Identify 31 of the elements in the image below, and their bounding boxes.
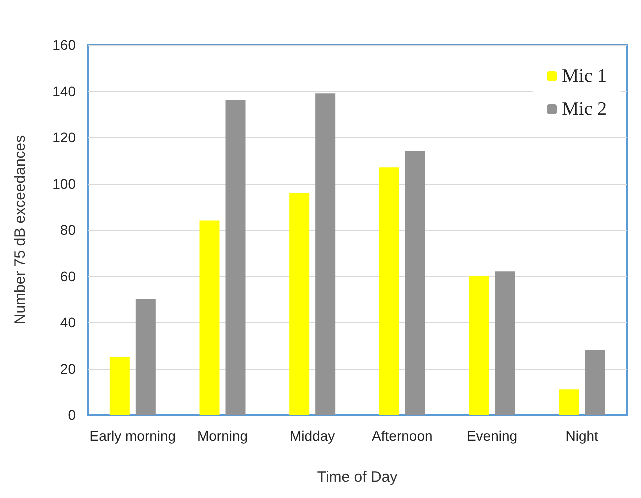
y-axis-title: Number 75 dB exceedances (12, 135, 29, 325)
y-tick-label: 20 (60, 360, 76, 377)
x-tick-label: Morning (197, 428, 248, 444)
legend-label: Mic 1 (562, 66, 608, 87)
x-tick-label: Night (566, 428, 599, 444)
y-tick-label: 0 (68, 407, 76, 423)
y-tick-label: 40 (60, 314, 76, 330)
y-tick-label: 80 (60, 222, 76, 238)
bar (290, 193, 310, 415)
y-tick-label: 60 (60, 268, 76, 284)
bar (379, 168, 400, 415)
bar (200, 220, 220, 415)
bar (469, 276, 490, 415)
y-tick-label: 160 (52, 37, 76, 53)
y-tick-label: 120 (52, 130, 76, 146)
bar (559, 390, 580, 415)
bar (585, 350, 606, 415)
bar (110, 357, 130, 415)
x-tick-label: Afternoon (372, 428, 433, 444)
x-tick-label: Early morning (90, 428, 176, 444)
y-tick-label: 140 (52, 83, 76, 100)
y-tick-label: 100 (52, 176, 76, 192)
bar (495, 272, 516, 415)
legend-label: Mic 2 (562, 99, 608, 120)
bar (226, 100, 246, 415)
x-axis-title: Time of Day (317, 469, 398, 486)
bar (405, 151, 426, 415)
x-tick-label: Midday (290, 428, 336, 444)
x-tick-label: Evening (466, 428, 518, 444)
bar (136, 299, 156, 415)
bar (316, 94, 336, 415)
